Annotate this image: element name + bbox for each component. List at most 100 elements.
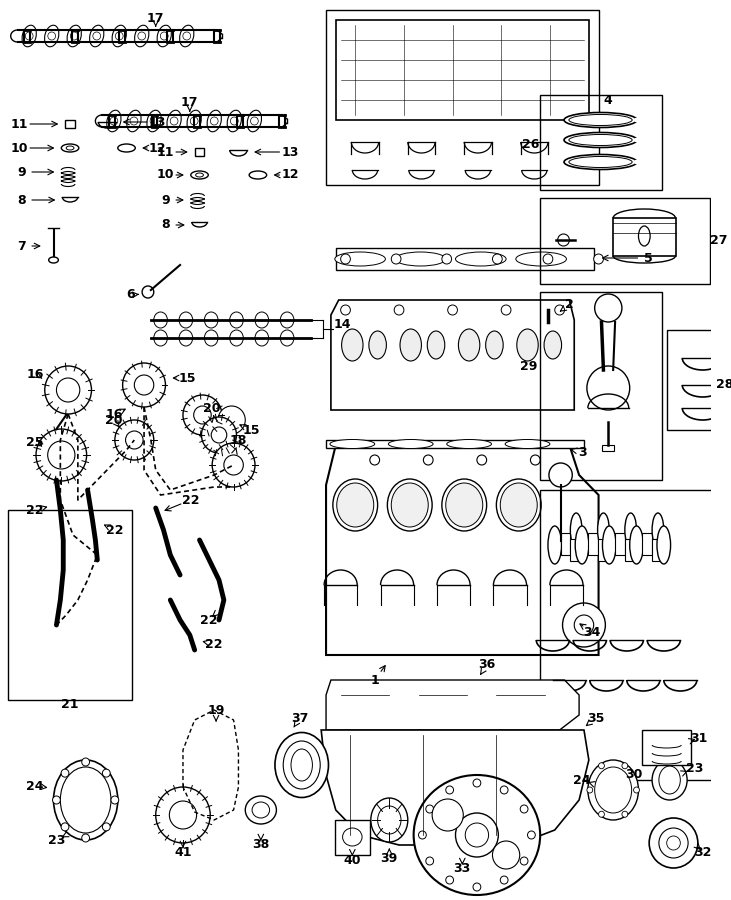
Ellipse shape — [280, 330, 294, 346]
Ellipse shape — [275, 733, 328, 797]
Bar — [615, 533, 625, 555]
Circle shape — [493, 254, 502, 264]
Circle shape — [150, 117, 158, 125]
Ellipse shape — [247, 110, 262, 131]
Circle shape — [465, 823, 488, 847]
Circle shape — [111, 796, 118, 804]
Circle shape — [446, 786, 453, 794]
Ellipse shape — [67, 25, 81, 47]
Text: 24: 24 — [573, 773, 591, 787]
Circle shape — [126, 431, 143, 449]
Ellipse shape — [179, 330, 193, 346]
Bar — [652, 539, 662, 561]
Ellipse shape — [280, 312, 294, 328]
Ellipse shape — [227, 110, 241, 131]
Circle shape — [341, 305, 350, 315]
Ellipse shape — [53, 760, 118, 840]
Circle shape — [442, 254, 452, 264]
Text: 41: 41 — [174, 847, 192, 860]
Ellipse shape — [447, 439, 491, 448]
Text: 16: 16 — [26, 367, 44, 381]
Ellipse shape — [90, 25, 104, 47]
Ellipse shape — [500, 483, 537, 527]
Circle shape — [447, 305, 458, 315]
Ellipse shape — [400, 329, 422, 361]
Polygon shape — [326, 680, 579, 730]
Ellipse shape — [230, 330, 243, 346]
Text: 38: 38 — [252, 839, 270, 851]
Ellipse shape — [205, 312, 218, 328]
Text: 19: 19 — [208, 704, 224, 716]
Circle shape — [520, 857, 528, 865]
Ellipse shape — [544, 331, 561, 359]
Circle shape — [224, 455, 243, 475]
Circle shape — [549, 463, 572, 487]
Circle shape — [667, 836, 681, 850]
Circle shape — [212, 443, 255, 487]
Ellipse shape — [371, 798, 408, 842]
Text: 28: 28 — [716, 379, 731, 392]
Text: 37: 37 — [291, 712, 308, 724]
Ellipse shape — [516, 252, 567, 266]
Ellipse shape — [291, 749, 312, 781]
Bar — [540, 95, 662, 190]
Text: 31: 31 — [690, 732, 708, 744]
Circle shape — [594, 254, 603, 264]
Text: 11: 11 — [11, 118, 29, 130]
Circle shape — [419, 831, 426, 839]
Ellipse shape — [255, 312, 268, 328]
Ellipse shape — [154, 312, 167, 328]
Ellipse shape — [455, 252, 506, 266]
Circle shape — [82, 834, 89, 842]
Circle shape — [102, 770, 110, 777]
Text: 22: 22 — [182, 493, 200, 507]
Ellipse shape — [564, 155, 637, 169]
Text: 21: 21 — [61, 698, 79, 712]
Circle shape — [102, 823, 110, 831]
Text: 39: 39 — [381, 851, 398, 865]
Ellipse shape — [337, 483, 374, 527]
Ellipse shape — [180, 25, 194, 47]
Circle shape — [61, 823, 69, 831]
Circle shape — [110, 117, 118, 125]
Ellipse shape — [135, 25, 149, 47]
Circle shape — [218, 406, 246, 434]
Text: 32: 32 — [694, 845, 711, 859]
Circle shape — [528, 831, 535, 839]
Ellipse shape — [187, 110, 201, 131]
Circle shape — [156, 787, 211, 843]
Text: 22: 22 — [26, 503, 44, 517]
Ellipse shape — [659, 766, 681, 794]
Circle shape — [115, 420, 154, 460]
Ellipse shape — [205, 330, 218, 346]
Ellipse shape — [22, 25, 37, 47]
Text: 27: 27 — [710, 235, 727, 248]
Circle shape — [432, 799, 463, 831]
Ellipse shape — [442, 479, 487, 531]
Ellipse shape — [395, 252, 446, 266]
Ellipse shape — [446, 483, 482, 527]
Circle shape — [56, 378, 80, 402]
Text: 4: 4 — [604, 94, 613, 106]
Ellipse shape — [207, 110, 221, 131]
Ellipse shape — [378, 806, 401, 834]
Ellipse shape — [107, 110, 121, 131]
Ellipse shape — [112, 25, 126, 47]
Bar — [570, 539, 580, 561]
Circle shape — [26, 32, 33, 40]
Polygon shape — [326, 445, 599, 655]
Polygon shape — [331, 300, 575, 410]
Bar — [561, 533, 570, 555]
Ellipse shape — [595, 767, 632, 813]
Ellipse shape — [575, 526, 589, 564]
Circle shape — [138, 32, 145, 40]
Bar — [326, 440, 584, 448]
Circle shape — [230, 117, 238, 125]
Circle shape — [370, 455, 379, 465]
Circle shape — [36, 429, 86, 481]
Text: 36: 36 — [478, 659, 496, 671]
Circle shape — [493, 841, 520, 869]
Circle shape — [93, 32, 101, 40]
Ellipse shape — [61, 767, 111, 833]
Ellipse shape — [369, 331, 387, 359]
